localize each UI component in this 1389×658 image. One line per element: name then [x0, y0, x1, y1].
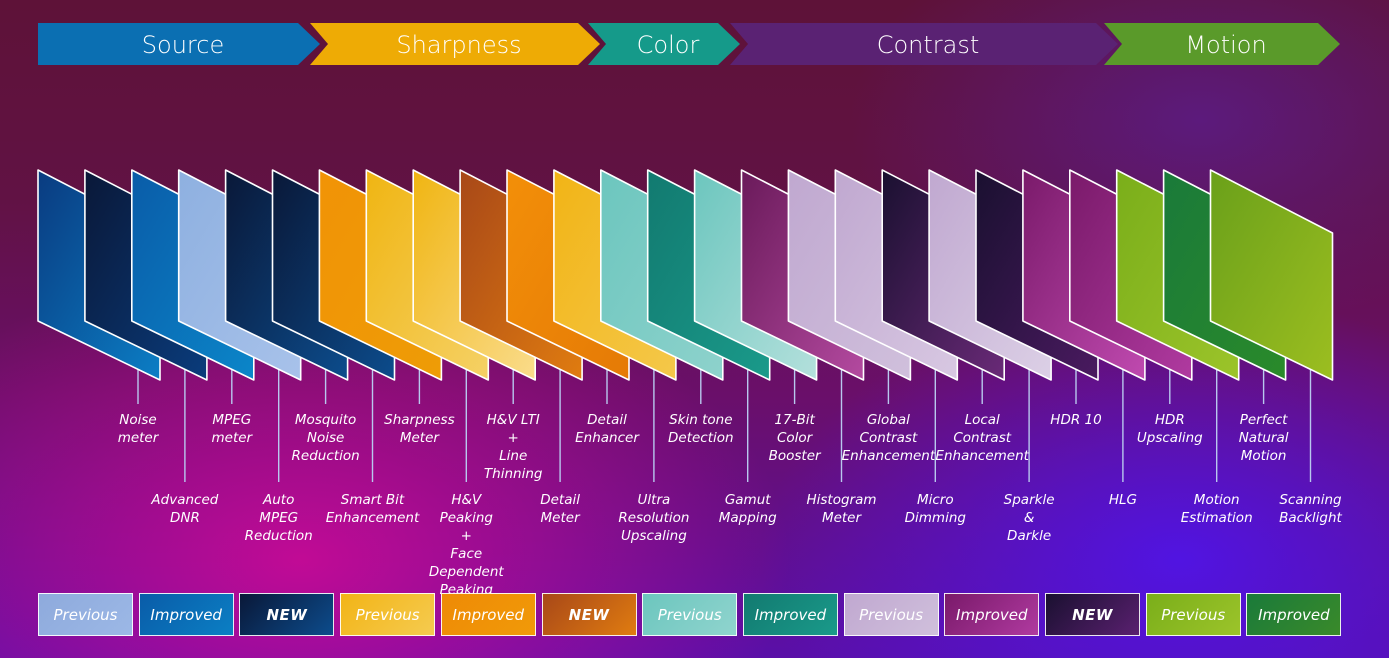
legend-item-new: NEW — [1045, 593, 1140, 636]
connector-lines — [137, 368, 1312, 482]
feature-label: HDR 10 — [1050, 412, 1102, 428]
feature-label: Global Contrast Enhancement — [841, 412, 936, 464]
legend-item-improved: Improved — [944, 593, 1040, 636]
feature-label: Ultra Resolution Upscaling — [618, 492, 690, 544]
feature-label: Detail Meter — [540, 492, 580, 526]
feature-label: Gamut Mapping — [718, 492, 777, 526]
feature-label: Smart Bit Enhancement — [325, 492, 420, 526]
legend-item-previous: Previous — [843, 593, 939, 636]
legend-item-improved: Improved — [138, 593, 234, 636]
stage-label: Color — [637, 31, 700, 59]
feature-label: Advanced DNR — [151, 492, 219, 526]
feature-card — [1209, 169, 1334, 381]
stage-arrow-shape — [38, 23, 320, 65]
feature-label: Scanning Backlight — [1279, 492, 1342, 526]
legend-item-previous: Previous — [38, 593, 133, 636]
stage-arrow-shape — [1104, 23, 1340, 65]
legend-item-improved: Improved — [440, 593, 536, 636]
feature-label: Local Contrast Enhancement — [935, 412, 1029, 464]
feature-label: Sparkle & Darkle — [1003, 492, 1055, 544]
feature-label: H&V LTI + Line Thinning — [483, 412, 543, 482]
feature-label: 17-Bit Color Booster — [768, 412, 821, 464]
stage-arrow-contrast: Contrast — [730, 23, 1118, 65]
feature-label: HLG — [1108, 492, 1137, 508]
legend-item-previous: Previous — [1145, 593, 1241, 636]
legend-item-new: NEW — [239, 593, 335, 636]
stage-label: Motion — [1185, 31, 1266, 59]
feature-cards — [37, 169, 1334, 381]
legend-item-previous: Previous — [340, 593, 436, 636]
feature-label: Sharpness Meter — [384, 412, 455, 446]
feature-label: Micro Dimming — [904, 492, 966, 526]
stage-label: Source — [142, 31, 224, 59]
feature-label: Perfect Natural Motion — [1238, 412, 1289, 464]
feature-label: Histogram Meter — [806, 492, 877, 526]
stage-arrow-shape — [588, 23, 740, 65]
legend-item-previous: Previous — [642, 593, 738, 636]
legend-item-improved: Improved — [742, 593, 838, 636]
feature-label: Mosquito Noise Reduction — [291, 412, 360, 464]
stage-arrow-sharpness: Sharpness — [310, 23, 600, 65]
feature-label: Detail Enhancer — [575, 412, 639, 446]
feature-label: Noise meter — [117, 412, 159, 446]
stage-arrow-motion: Motion — [1104, 23, 1340, 65]
feature-label: Motion Estimation — [1180, 492, 1253, 526]
stage-arrows: Source Sharpness Color Contrast Motion — [38, 23, 1340, 65]
feature-label: HDR Upscaling — [1136, 412, 1203, 446]
stage-label: Sharpness — [396, 31, 521, 59]
stage-arrow-source: Source — [38, 23, 320, 65]
stage-label: Contrast — [877, 31, 980, 59]
legend-item-improved: Improved — [1246, 593, 1342, 636]
feature-label: Auto MPEG Reduction — [244, 492, 313, 544]
stage-arrow-shape — [730, 23, 1118, 65]
legend-item-new: NEW — [541, 593, 637, 636]
feature-label: Skin tone Detection — [668, 412, 734, 446]
feature-label: MPEG meter — [211, 412, 253, 446]
stage-arrow-shape — [310, 23, 600, 65]
stage-arrow-color: Color — [588, 23, 740, 65]
